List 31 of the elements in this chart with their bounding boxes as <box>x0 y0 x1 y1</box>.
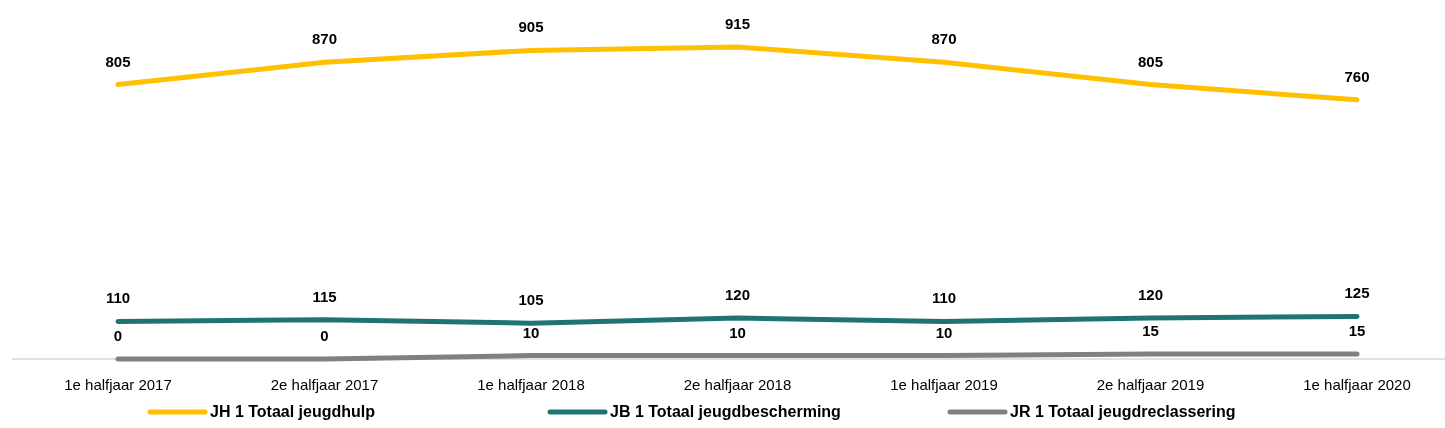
data-label: 870 <box>311 30 338 48</box>
data-label: 15 <box>1348 321 1366 339</box>
data-label: 110 <box>931 289 957 307</box>
data-label: 120 <box>724 286 751 304</box>
x-tick-label: 1e halfjaar 2019 <box>890 376 998 393</box>
data-label: 115 <box>312 287 337 305</box>
data-label: 0 <box>113 327 123 344</box>
data-label: 805 <box>105 52 131 70</box>
x-tick-label: 2e halfjaar 2019 <box>1096 376 1205 393</box>
data-label: 125 <box>1344 284 1370 302</box>
x-tick-label: 2e halfjaar 2017 <box>270 376 379 393</box>
data-label: 10 <box>729 323 746 341</box>
data-label: 805 <box>1137 52 1164 70</box>
data-label: 105 <box>518 291 544 309</box>
data-label: 915 <box>724 15 751 32</box>
data-label: 905 <box>518 18 544 36</box>
x-tick-label: 2e halfjaar 2018 <box>683 376 792 393</box>
data-label: 0 <box>320 327 329 344</box>
data-label: 10 <box>935 323 953 341</box>
x-tick-label: 1e halfjaar 2020 <box>1303 376 1411 393</box>
data-label: 110 <box>105 289 131 307</box>
x-tick-label: 1e halfjaar 2017 <box>64 376 172 393</box>
legend-label: JR 1 Totaal jeugdreclassering <box>1010 403 1236 420</box>
data-label: 15 <box>1142 321 1159 339</box>
data-label: 10 <box>522 323 540 341</box>
legend-label: JH 1 Totaal jeugdhulp <box>210 403 376 420</box>
data-label: 870 <box>931 30 957 48</box>
data-label: 120 <box>1137 286 1164 304</box>
x-tick-label: 1e halfjaar 2018 <box>477 376 585 393</box>
data-label: 760 <box>1344 67 1370 85</box>
legend-label: JB 1 Totaal jeugdbescherming <box>610 403 841 420</box>
